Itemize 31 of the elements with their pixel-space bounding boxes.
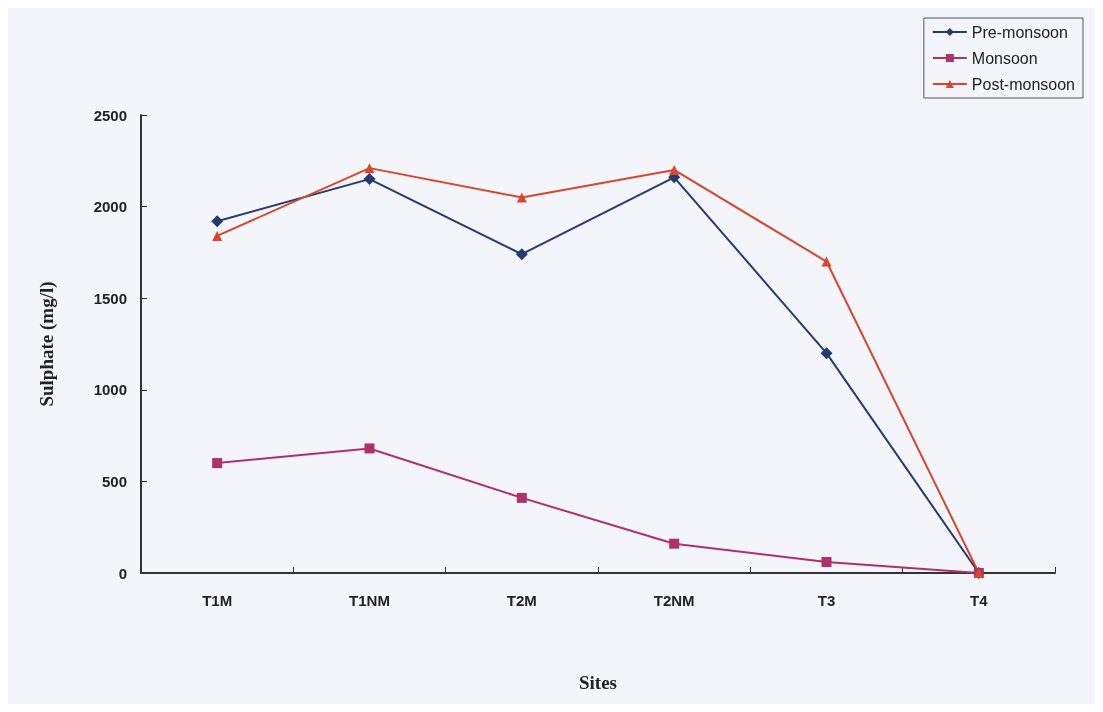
y-axis-title: Sulphate (mg/l) [36, 281, 58, 407]
x-axis-title: Sites [579, 672, 617, 693]
point [669, 164, 680, 175]
y-tick-label: 2500 [93, 106, 127, 124]
x-tick-label: T1NM [349, 592, 390, 609]
y-tick-label: 1000 [93, 381, 127, 399]
point [820, 347, 833, 360]
x-tick-label: T1M [202, 592, 233, 609]
x-tick-label: T4 [970, 592, 989, 609]
point [821, 557, 832, 568]
y-tick-label: 2000 [93, 198, 127, 216]
y-tick-label: 1500 [93, 289, 127, 307]
point [364, 163, 375, 174]
legend-label: Monsoon [971, 49, 1038, 67]
legend-label: Post-monsoon [971, 75, 1076, 93]
point [363, 173, 376, 186]
x-tick-label: T2M [506, 592, 537, 609]
point [364, 443, 375, 454]
point [516, 192, 527, 203]
y-tick-label: 500 [101, 472, 127, 490]
legend-label: Pre-monsoon [971, 23, 1068, 41]
point [821, 256, 832, 267]
y-tick-label: 0 [118, 564, 127, 582]
point [515, 248, 528, 261]
point [516, 492, 527, 503]
point [212, 458, 223, 469]
x-tick-label: T3 [817, 592, 836, 609]
point [211, 215, 224, 228]
point [212, 230, 223, 241]
point [669, 538, 680, 549]
x-tick-label: T2NM [653, 592, 695, 609]
